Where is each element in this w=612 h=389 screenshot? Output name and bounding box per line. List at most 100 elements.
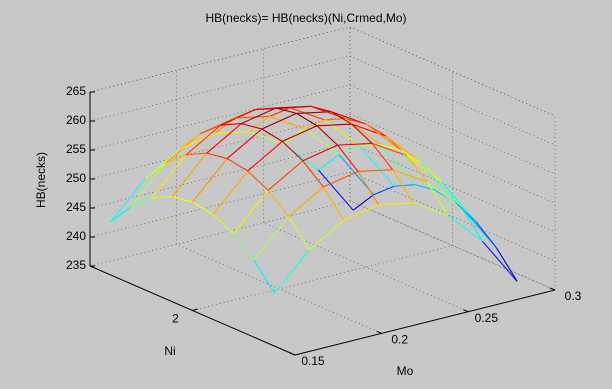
mesh-edge	[269, 107, 291, 117]
mesh-edge	[406, 155, 442, 183]
mesh-edge	[220, 123, 242, 126]
z-tick-label: 265	[66, 84, 86, 98]
mesh-edge	[234, 115, 270, 119]
y-tick-label: 0.15	[301, 354, 325, 368]
mesh-edge	[289, 107, 326, 121]
y-tick-label: 0.2	[391, 333, 408, 347]
mesh-edge	[304, 128, 340, 156]
mesh-edge	[165, 154, 187, 164]
mesh-edge	[267, 160, 304, 191]
mesh-edge	[426, 181, 449, 216]
mesh-edge	[371, 142, 408, 157]
mesh-edge	[192, 158, 228, 203]
mesh-edge	[171, 196, 193, 203]
mesh-edge	[241, 123, 262, 130]
mesh-edge	[324, 119, 360, 147]
mesh-edge	[261, 112, 297, 130]
mesh-edge	[206, 123, 242, 154]
mesh-edge	[290, 105, 311, 109]
mesh-edge	[296, 112, 318, 127]
mesh-edge	[110, 206, 132, 223]
mesh-edge	[253, 216, 290, 261]
mesh-edge	[130, 162, 167, 208]
mesh-edge	[316, 123, 352, 127]
z-tick-label: 255	[66, 142, 86, 156]
mesh-edge	[110, 178, 146, 223]
mesh-edge	[144, 148, 181, 180]
mesh-edge	[308, 219, 345, 251]
tick-mark	[376, 330, 382, 334]
mesh-edge	[212, 170, 249, 215]
z-tick-label: 240	[66, 229, 86, 243]
y-axis-label: Mo	[397, 364, 414, 378]
grid-line	[263, 222, 469, 312]
mesh-edge	[392, 169, 428, 183]
mesh-edge	[420, 162, 457, 203]
z-axis-label: HB(necks)	[34, 152, 48, 208]
mesh-edge	[248, 131, 285, 145]
mesh-edge	[412, 202, 449, 216]
mesh-edge	[241, 107, 277, 125]
mesh-edge	[151, 154, 187, 199]
mesh-edge	[323, 170, 359, 188]
mesh-edge	[351, 123, 387, 137]
mesh-edge	[261, 128, 283, 142]
mesh-edge	[288, 186, 324, 218]
mesh-edge	[234, 109, 256, 119]
x-axis-label: Ni	[164, 344, 175, 358]
mesh-edge	[461, 207, 483, 242]
mesh-edge	[338, 145, 360, 156]
mesh-edge	[394, 184, 415, 187]
y-axis	[294, 289, 556, 356]
mesh-edge	[379, 144, 401, 151]
mesh-edge	[318, 154, 340, 171]
mesh-edge	[357, 169, 393, 172]
mesh-edge	[253, 259, 275, 294]
box-edge	[89, 26, 351, 93]
grid-line	[349, 113, 556, 204]
mesh-edge	[269, 115, 305, 130]
mesh-edge	[214, 131, 250, 135]
y-tick-label: 0.25	[475, 311, 499, 325]
mesh-edge	[337, 142, 373, 146]
mesh-edge	[365, 123, 401, 151]
mesh-edge	[482, 240, 518, 282]
mesh-edge	[247, 170, 269, 191]
mesh-edge	[247, 140, 283, 172]
mesh-edge	[281, 141, 304, 162]
tick-mark	[289, 352, 296, 356]
mesh-edge	[392, 169, 414, 204]
tick-mark	[463, 309, 469, 313]
chart-subtitle: HB(necks)= HB(necks)(Ni,Crmed,Mo)	[205, 11, 406, 25]
mesh-edge	[274, 249, 310, 294]
mesh-edge	[359, 145, 395, 187]
mesh-edge	[288, 216, 310, 251]
grid-line	[89, 200, 351, 267]
mesh-edge	[200, 117, 236, 135]
mesh-edge	[345, 117, 366, 125]
mesh-edge	[275, 107, 297, 114]
mesh-edge	[496, 247, 518, 282]
mesh-edge	[206, 152, 228, 160]
mesh-edge	[357, 171, 379, 205]
mesh-edge	[248, 115, 270, 133]
mesh-edge	[379, 144, 416, 186]
mesh-edge	[345, 118, 381, 146]
x-tick-label: 2	[172, 312, 179, 326]
y-tick-label: 0.3	[565, 289, 582, 303]
mesh-edge	[212, 214, 234, 235]
grid-line	[89, 113, 351, 180]
mesh-edge	[337, 144, 359, 172]
z-tick-label: 245	[66, 200, 86, 214]
mesh-edge	[179, 133, 201, 150]
mesh-edge	[171, 152, 208, 197]
mesh-edge	[233, 189, 269, 235]
mesh-edge	[386, 135, 422, 163]
grid-line	[89, 55, 351, 122]
mesh-edge	[226, 128, 263, 159]
mesh-edge	[233, 233, 255, 261]
mesh-edge	[406, 155, 428, 183]
mesh-edge	[151, 196, 173, 199]
mesh-edge	[186, 152, 207, 156]
mesh-edge	[192, 201, 214, 215]
